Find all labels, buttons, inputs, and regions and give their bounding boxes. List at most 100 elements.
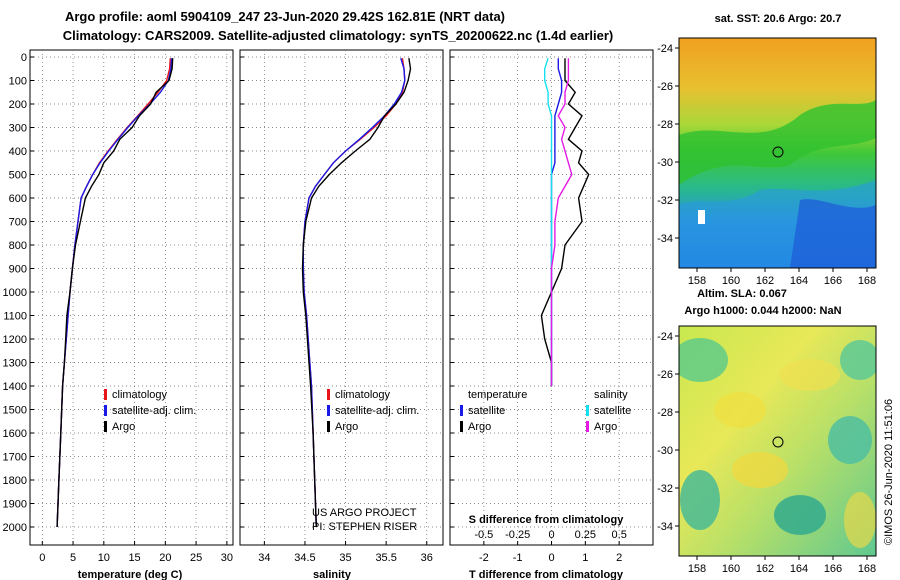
- y-tick-label: 1200: [3, 334, 27, 346]
- map-x-tick-label: 160: [722, 275, 740, 287]
- credit-line2: PI: STEPHEN RISER: [312, 521, 417, 533]
- legend-title-temperature: temperature: [468, 389, 527, 401]
- sla-map-subtitle: Argo h1000: 0.044 h2000: NaN: [684, 305, 841, 317]
- x-tick-label: 25: [190, 552, 202, 564]
- map-x-tick-label: 164: [790, 563, 808, 575]
- x-tick-label: 0: [39, 552, 45, 564]
- legend-label-climatology: climatology: [112, 389, 168, 401]
- series-s-argo: [550, 58, 573, 386]
- s-tick-label: -0.5: [474, 529, 493, 541]
- map-y-tick-label: -26: [657, 81, 673, 93]
- profile-location-marker: [772, 146, 784, 158]
- legend-label-t-satellite: satellite: [468, 405, 505, 417]
- legend-swatch-t-satellite: [460, 405, 463, 416]
- x-tick-label: -1: [513, 552, 523, 564]
- y-tick-label: 1400: [3, 381, 27, 393]
- x-tick-label: 2: [616, 552, 622, 564]
- difference-legend: temperature satellite Argo salinity sate…: [460, 389, 631, 433]
- x-tick-label: 15: [128, 552, 140, 564]
- s-tick-label: 0.25: [575, 529, 596, 541]
- map-y-tick-label: -30: [657, 157, 673, 169]
- map-x-tick-label: 160: [722, 563, 740, 575]
- map-x-tick-label: 166: [824, 275, 842, 287]
- figure-title-line1: Argo profile: aoml 5904109_247 23-Jun-20…: [65, 9, 505, 24]
- y-tick-label: 400: [9, 146, 27, 158]
- legend-label-argo: Argo: [335, 421, 358, 433]
- legend-title-salinity: salinity: [594, 389, 628, 401]
- map-x-tick-label: 166: [824, 563, 842, 575]
- map-x-tick-label: 162: [756, 563, 774, 575]
- y-tick-label: 1100: [3, 311, 27, 323]
- legend-swatch-t-argo: [460, 421, 463, 432]
- map-y-tick-label: -24: [657, 43, 673, 55]
- map-y-tick-label: -34: [657, 521, 673, 533]
- temperature-legend: climatology satellite-adj. clim. Argo: [104, 389, 196, 433]
- map-x-tick-label: 168: [858, 275, 876, 287]
- tick-labels: 0100200300400500600700800900100011001200…: [3, 52, 627, 564]
- map-x-tick-label: 158: [688, 275, 706, 287]
- y-tick-label: 300: [9, 123, 27, 135]
- legend-label-argo: Argo: [112, 421, 135, 433]
- map-y-tick-label: -32: [657, 483, 673, 495]
- x-tick-label: 35.5: [375, 552, 396, 564]
- y-tick-label: 600: [9, 193, 27, 205]
- figure-title-line2: Climatology: CARS2009. Satellite-adjuste…: [63, 28, 614, 43]
- legend-swatch-s-satellite: [586, 405, 589, 416]
- y-tick-label: 0: [21, 52, 27, 64]
- x-tick-label: 34: [258, 552, 270, 564]
- imos-stamp: ©IMOS 26-Jun-2020 11:51:06: [883, 399, 895, 545]
- series-argo: [56, 58, 174, 528]
- legend-label-climatology: climatology: [335, 389, 391, 401]
- legend-swatch-satellite: [104, 405, 107, 416]
- legend-swatch-satellite: [327, 405, 330, 416]
- map-y-tick-label: -34: [657, 233, 673, 245]
- series-t-argo: [540, 58, 590, 386]
- series-lines: [56, 57, 590, 528]
- map-x-tick-label: 164: [790, 275, 808, 287]
- legend-swatch-climatology: [104, 389, 107, 400]
- y-tick-label: 700: [9, 217, 27, 229]
- legend-swatch-s-argo: [586, 421, 589, 432]
- salinity-xlabel: salinity: [313, 569, 352, 580]
- x-tick-label: 5: [70, 552, 76, 564]
- map-y-tick-label: -28: [657, 119, 673, 131]
- x-tick-label: 1: [582, 552, 588, 564]
- legend-label-s-argo: Argo: [594, 421, 617, 433]
- x-tick-label: 36: [421, 552, 433, 564]
- y-tick-label: 1300: [3, 358, 27, 370]
- profile-location-marker: [772, 436, 784, 448]
- x-tick-label: 0: [548, 552, 554, 564]
- salinity-panel: [239, 49, 444, 546]
- salinity-legend: climatology satellite-adj. clim. Argo US…: [312, 389, 419, 533]
- difference-xlabel: T difference from climatology: [469, 569, 624, 580]
- map-x-tick-label: 168: [858, 563, 876, 575]
- map-x-tick-label: 162: [756, 275, 774, 287]
- sla-map: [678, 325, 877, 557]
- legend-swatch-climatology: [327, 389, 330, 400]
- map-y-tick-label: -30: [657, 445, 673, 457]
- y-tick-label: 1500: [3, 405, 27, 417]
- x-tick-label: -2: [479, 552, 489, 564]
- legend-label-s-satellite: satellite: [594, 405, 631, 417]
- y-tick-label: 200: [9, 99, 27, 111]
- y-tick-label: 1900: [3, 499, 27, 511]
- sla-map-title: Altim. SLA: 0.067: [697, 288, 787, 300]
- series-argo: [301, 58, 412, 528]
- map-y-tick-label: -26: [657, 369, 673, 381]
- map-tick-labels: 158 160 162 164 166 168 -24 -26 -28 -30 -32 -34 158 1…: [657, 43, 876, 575]
- s-tick-label: 0: [548, 529, 554, 541]
- map-y-tick-label: -32: [657, 195, 673, 207]
- x-tick-label: 34.5: [294, 552, 315, 564]
- credit-line1: US ARGO PROJECT: [312, 507, 417, 519]
- y-tick-label: 1700: [3, 452, 27, 464]
- temperature-panel: [29, 49, 234, 546]
- s-difference-label: S difference from climatology: [469, 514, 625, 526]
- legend-swatch-argo: [327, 421, 330, 432]
- s-tick-label: -0.25: [505, 529, 530, 541]
- temperature-xlabel: temperature (deg C): [78, 569, 183, 580]
- x-tick-label: 35: [339, 552, 351, 564]
- legend-label-satellite: satellite-adj. clim.: [112, 405, 196, 417]
- x-tick-label: 20: [159, 552, 171, 564]
- y-tick-label: 500: [9, 170, 27, 182]
